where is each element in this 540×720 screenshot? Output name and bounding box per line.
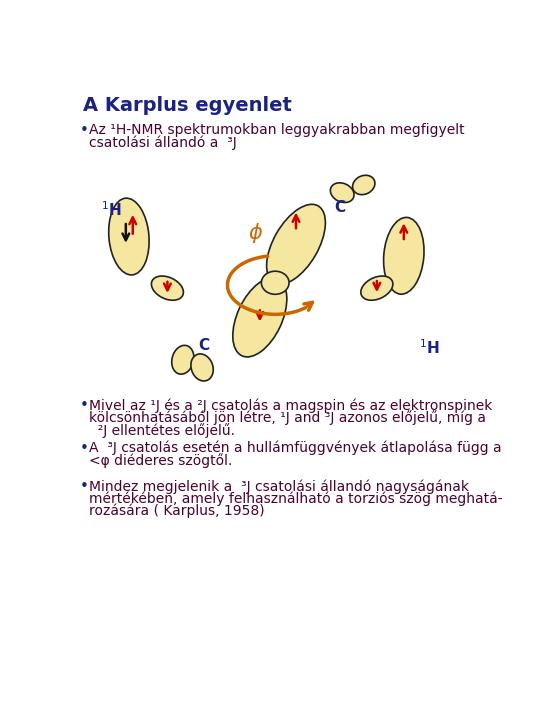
Ellipse shape <box>353 175 375 194</box>
Text: A  ³J csatolás esetén a hullámfüggvények átlapolása függ a: A ³J csatolás esetén a hullámfüggvények … <box>89 441 502 455</box>
Text: csatolási állandó a  ³J: csatolási állandó a ³J <box>89 135 237 150</box>
Text: •: • <box>79 479 89 494</box>
Text: C: C <box>334 200 346 215</box>
Text: A Karplus egyenlet: A Karplus egyenlet <box>83 96 292 114</box>
Text: kölcsönhatásából jön létre, ¹J and ³J azonos előjelű, míg a: kölcsönhatásából jön létre, ¹J and ³J az… <box>89 410 486 426</box>
Text: Mindez megjelenik a  ³J csatolási állandó nagyságának: Mindez megjelenik a ³J csatolási állandó… <box>89 479 469 494</box>
Ellipse shape <box>151 276 184 300</box>
Text: mértékében, amely felhasználható a torziós szög meghatá-: mértékében, amely felhasználható a torzi… <box>89 492 503 506</box>
Ellipse shape <box>191 354 213 381</box>
Text: ²J ellentétes előjelű.: ²J ellentétes előjelű. <box>89 423 235 438</box>
Ellipse shape <box>330 183 354 202</box>
Text: C: C <box>198 338 210 354</box>
Text: $^1$H: $^1$H <box>419 338 440 357</box>
Ellipse shape <box>261 271 289 294</box>
Text: •: • <box>79 123 89 138</box>
Ellipse shape <box>233 278 287 357</box>
Text: $\phi$: $\phi$ <box>248 221 264 245</box>
Text: Mivel az ¹J és a ²J csatolás a magspin és az elektronspinek: Mivel az ¹J és a ²J csatolás a magspin é… <box>89 398 492 413</box>
Text: Az ¹H-NMR spektrumokban leggyakrabban megfigyelt: Az ¹H-NMR spektrumokban leggyakrabban me… <box>89 123 464 138</box>
Ellipse shape <box>172 346 194 374</box>
Ellipse shape <box>109 198 149 275</box>
Text: <φ diéderes szögtől.: <φ diéderes szögtől. <box>89 453 232 468</box>
Text: •: • <box>79 441 89 456</box>
Text: $^1$H: $^1$H <box>101 200 122 219</box>
Ellipse shape <box>361 276 393 300</box>
Ellipse shape <box>383 217 424 294</box>
Text: •: • <box>79 398 89 413</box>
Ellipse shape <box>267 204 326 284</box>
Text: rozására ( Karplus, 1958): rozására ( Karplus, 1958) <box>89 504 265 518</box>
